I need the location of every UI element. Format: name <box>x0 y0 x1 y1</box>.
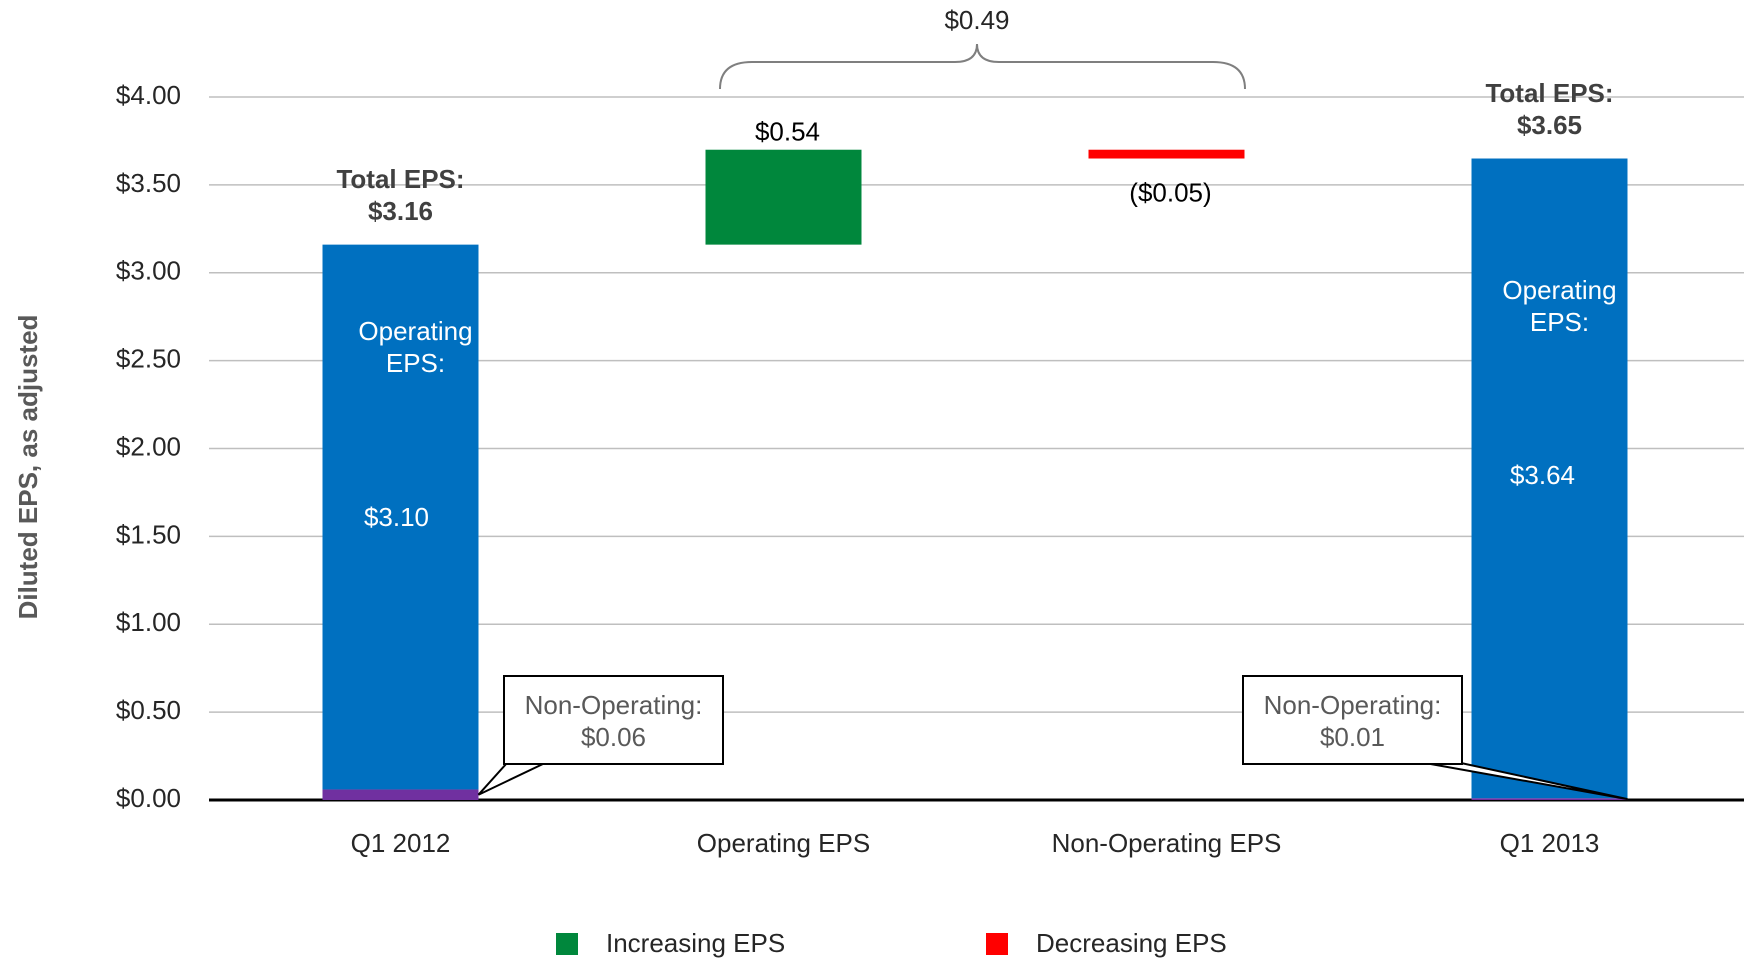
y-tick-label: $4.00 <box>116 80 181 110</box>
total-label: Total EPS: $3.65 <box>1400 77 1700 141</box>
legend-swatch <box>556 933 578 955</box>
change-label: $0.54 <box>755 117 820 147</box>
operating-segment <box>322 244 479 790</box>
brace-label: $0.49 <box>944 5 1009 35</box>
legend-label: Increasing EPS <box>606 928 785 958</box>
y-tick-label: $2.00 <box>116 431 181 461</box>
callout-pointer <box>477 762 546 796</box>
legend-label: Decreasing EPS <box>1036 928 1227 958</box>
change-bar <box>1088 149 1245 159</box>
non-operating-segment <box>322 789 479 800</box>
y-tick-label: $3.50 <box>116 168 181 198</box>
operating-text: Operating EPS: <box>358 316 473 378</box>
operating-text: Operating EPS: <box>1502 275 1617 337</box>
y-tick-label: $1.50 <box>116 519 181 549</box>
callout-text: Non-Operating: <box>524 690 703 720</box>
x-tick-label: Non-Operating EPS <box>1052 828 1282 858</box>
callout-value: $0.06 <box>580 722 647 752</box>
total-text: Total EPS: <box>336 163 465 194</box>
callout-box: Non-Operating: $0.01 <box>1242 675 1463 765</box>
x-tick-label: Q1 2012 <box>351 828 451 858</box>
total-value: $3.16 <box>367 195 434 226</box>
total-label: Total EPS: $3.16 <box>251 163 551 227</box>
y-axis-label: Diluted EPS, as adjusted <box>13 315 43 620</box>
non-operating-segment <box>1471 798 1628 800</box>
callout-text: Non-Operating: <box>1263 690 1442 720</box>
operating-segment <box>1471 158 1628 799</box>
total-value: $3.65 <box>1516 109 1583 140</box>
change-bar <box>705 149 862 245</box>
brace <box>719 43 1246 90</box>
operating-value: $3.64 <box>1509 460 1576 490</box>
legend-swatch <box>986 933 1008 955</box>
y-tick-label: $2.50 <box>116 344 181 374</box>
y-tick-label: $3.00 <box>116 256 181 286</box>
total-text: Total EPS: <box>1485 77 1614 108</box>
y-tick-label: $0.00 <box>116 783 181 813</box>
x-tick-label: Q1 2013 <box>1500 828 1600 858</box>
x-tick-label: Operating EPS <box>697 828 870 858</box>
y-tick-label: $0.50 <box>116 695 181 725</box>
callout-box: Non-Operating: $0.06 <box>503 675 724 765</box>
callout-value: $0.01 <box>1319 722 1386 752</box>
y-tick-label: $1.00 <box>116 607 181 637</box>
operating-value: $3.10 <box>363 502 430 532</box>
change-label: ($0.05) <box>1129 177 1211 207</box>
